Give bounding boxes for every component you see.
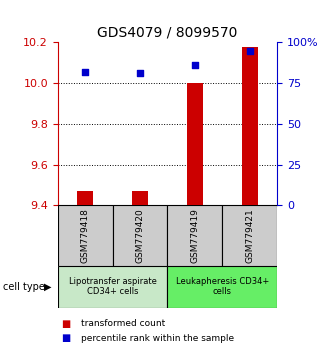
Title: GDS4079 / 8099570: GDS4079 / 8099570 xyxy=(97,26,238,40)
Bar xyxy=(168,205,222,266)
Bar xyxy=(77,191,93,205)
Point xyxy=(82,69,88,75)
Text: Lipotransfer aspirate
CD34+ cells: Lipotransfer aspirate CD34+ cells xyxy=(69,277,156,296)
Bar xyxy=(132,191,148,205)
Text: GSM779420: GSM779420 xyxy=(136,208,145,263)
Text: percentile rank within the sample: percentile rank within the sample xyxy=(81,333,234,343)
Text: ■: ■ xyxy=(61,333,70,343)
Point xyxy=(192,62,198,68)
Bar xyxy=(168,266,277,308)
Text: GSM779418: GSM779418 xyxy=(81,208,90,263)
Bar xyxy=(58,266,168,308)
Text: ■: ■ xyxy=(61,319,70,329)
Bar xyxy=(187,83,203,205)
Text: Leukapheresis CD34+
cells: Leukapheresis CD34+ cells xyxy=(176,277,269,296)
Text: GSM779421: GSM779421 xyxy=(245,208,254,263)
Text: cell type: cell type xyxy=(3,282,45,292)
Text: GSM779419: GSM779419 xyxy=(190,208,199,263)
Point xyxy=(247,48,252,53)
Bar xyxy=(58,205,113,266)
Text: transformed count: transformed count xyxy=(81,319,165,329)
Point xyxy=(137,70,143,76)
Bar xyxy=(242,46,258,205)
Bar xyxy=(113,205,168,266)
Bar xyxy=(222,205,277,266)
Text: ▶: ▶ xyxy=(44,282,51,292)
